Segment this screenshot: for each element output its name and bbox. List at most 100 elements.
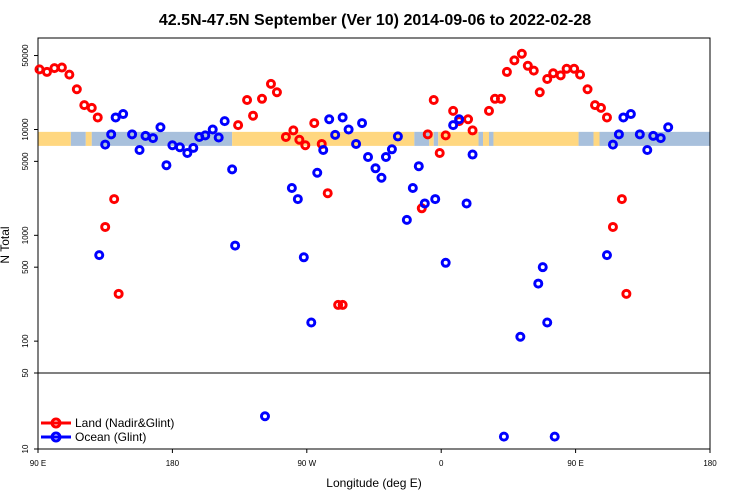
legend-ocean-marker (50, 431, 62, 443)
ocean-point (106, 129, 117, 140)
y-tick-label-upper: 5000 (21, 152, 30, 170)
x-tick-label: 180 (703, 459, 717, 468)
land-point (422, 129, 433, 140)
ocean-point (182, 147, 193, 158)
land-point (49, 63, 60, 74)
land-point (34, 64, 45, 75)
ocean-point (448, 120, 459, 131)
land-point (509, 55, 520, 66)
y-tick-label-upper: 1000 (21, 226, 30, 244)
y-tick-label-upper: 100 (21, 334, 30, 348)
land-point (522, 60, 533, 71)
y-tick-label-upper: 500 (21, 260, 30, 274)
land-point (575, 69, 586, 80)
axes: 90 E 180 90 W 0 90 E 180 100 500 1000 5000 10000 50… (21, 44, 717, 468)
ocean-point (413, 161, 424, 172)
land-point (113, 288, 124, 299)
ocean-point (118, 109, 129, 120)
ocean-point (207, 124, 218, 135)
land-point (542, 74, 553, 85)
x-tick-label: 90 E (567, 459, 583, 468)
ocean-point (363, 151, 374, 162)
band-segment-land (493, 131, 579, 146)
y-tick-label-lower: 50 (21, 368, 30, 377)
land-point (322, 188, 333, 199)
land-point (92, 112, 103, 123)
chart-title: 42.5N-47.5N September (Ver 10) 2014-09-0… (159, 12, 591, 29)
x-tick-label: 90 W (297, 459, 316, 468)
ocean-point (440, 257, 451, 268)
land-point (483, 105, 494, 116)
ocean-point (127, 129, 138, 140)
ocean-point (219, 116, 230, 127)
ocean-point (330, 129, 341, 140)
land-point (56, 62, 67, 73)
ocean-point (370, 163, 381, 174)
land-point (621, 288, 632, 299)
land-point (109, 194, 120, 205)
legend-land-marker (50, 417, 62, 429)
land-point (555, 70, 566, 81)
ocean-point (337, 112, 348, 123)
ocean-point (376, 172, 387, 183)
land-point (300, 140, 311, 151)
land-point (501, 66, 512, 77)
ocean-point (324, 114, 335, 125)
y-tick-label-lower: 10 (21, 444, 30, 453)
ocean-point (343, 124, 354, 135)
ocean-point (613, 129, 624, 140)
ocean-point (351, 138, 362, 149)
plot-frame-lower (37, 372, 711, 450)
land-point (265, 78, 276, 89)
y-tick-label-upper: 50000 (21, 44, 30, 67)
ocean-point (298, 252, 309, 263)
band-segment-ocean (70, 131, 86, 146)
ocean-point (259, 411, 270, 422)
land-point (41, 66, 52, 77)
ocean-point (542, 317, 553, 328)
land-point (616, 194, 627, 205)
land-point (71, 84, 82, 95)
land-point (100, 221, 111, 232)
ocean-point (601, 250, 612, 261)
ocean-point (155, 122, 166, 133)
band-segment-land (483, 131, 489, 146)
ocean-point (292, 194, 303, 205)
ocean-point (286, 183, 297, 194)
ocean-point (407, 183, 418, 194)
band-segment-land (593, 131, 600, 146)
ocean-point (213, 132, 224, 143)
ocean-point (200, 130, 211, 141)
land-point (601, 112, 612, 123)
band-segment-land (232, 131, 415, 146)
plot-frame-upper (37, 37, 711, 374)
land-point (271, 87, 282, 98)
ocean-point (306, 317, 317, 328)
ocean-point (663, 122, 674, 133)
ocean-point (655, 133, 666, 144)
ocean-point (188, 142, 199, 153)
y-tick-label-upper: 10000 (21, 118, 30, 141)
legend: Land (Nadir&Glint) Ocean (Glint) (41, 416, 174, 444)
series-land (34, 48, 632, 310)
ocean-point (312, 167, 323, 178)
land-point (607, 221, 618, 232)
band-segment-ocean (478, 131, 484, 146)
ocean-point (392, 131, 403, 142)
ocean-point (227, 164, 238, 175)
ocean-point (419, 198, 430, 209)
ocean-point (230, 240, 241, 251)
ocean-point (461, 198, 472, 209)
ocean-point (625, 109, 636, 120)
x-tick-label: 90 E (30, 459, 46, 468)
land-point (86, 102, 97, 113)
ocean-point (642, 145, 653, 156)
data-points (34, 48, 674, 442)
land-point (534, 87, 545, 98)
band-segment-land (38, 131, 71, 146)
ocean-point (357, 118, 368, 129)
ocean-point (100, 139, 111, 150)
land-point (448, 105, 459, 116)
land-point (333, 299, 344, 310)
